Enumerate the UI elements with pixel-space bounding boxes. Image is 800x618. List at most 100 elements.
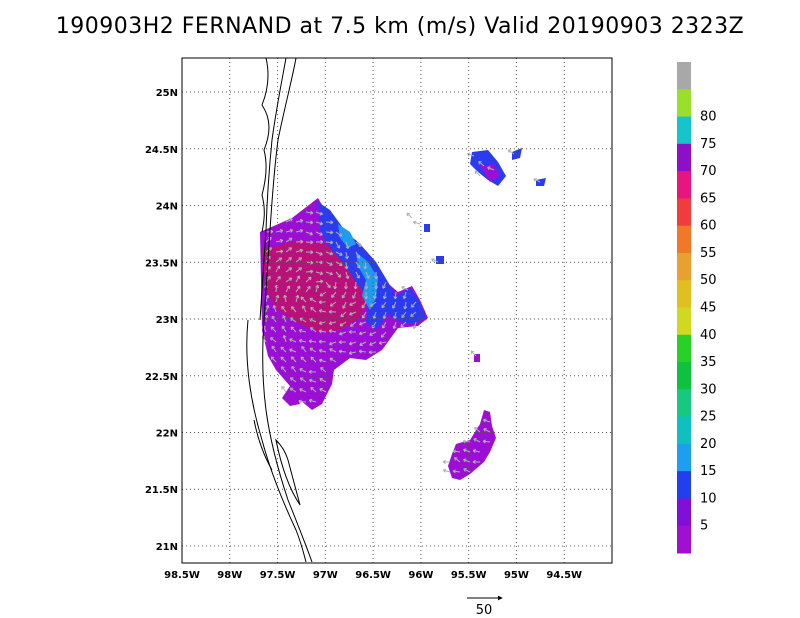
echo-cell-se <box>448 410 496 480</box>
wind-vector <box>401 286 409 291</box>
wind-vector <box>305 260 314 265</box>
wind-vector <box>265 294 270 303</box>
wind-vector <box>329 341 337 346</box>
lon-tick-label: 97.5W <box>260 570 296 581</box>
colorbar-label: 65 <box>700 191 717 206</box>
colorbar-swatch <box>677 471 691 499</box>
wind-vector <box>275 275 281 283</box>
wind-vector <box>282 334 287 343</box>
wind-vector <box>291 365 297 373</box>
wind-vector <box>348 341 357 346</box>
wind-vector <box>285 247 293 253</box>
wind-vector <box>342 301 347 309</box>
wind-vector <box>325 230 334 235</box>
wind-vector <box>291 306 297 313</box>
wind-vector <box>295 228 304 233</box>
wind-vector <box>353 281 358 290</box>
wind-vector <box>452 469 461 474</box>
wind-vector <box>400 321 407 328</box>
wind-vector <box>281 325 287 333</box>
colorbar-swatch <box>677 389 691 418</box>
reference-vector: 50 <box>467 595 503 618</box>
wind-vector <box>382 291 387 300</box>
colorbar-label: 60 <box>700 219 717 234</box>
colorbar-label: 35 <box>700 355 717 370</box>
wind-vector <box>507 149 515 155</box>
wind-vector <box>325 220 334 225</box>
wind-vector <box>482 439 491 444</box>
echo-cell <box>424 224 430 232</box>
wind-vector <box>295 294 300 303</box>
wind-vector <box>305 250 314 255</box>
colorbar-swatch <box>677 225 691 254</box>
wind-vector <box>308 369 317 374</box>
wind-vector <box>392 301 397 309</box>
colorbar-swatch <box>677 334 691 363</box>
wind-vector <box>285 267 293 273</box>
lon-tick-label: 94.5W <box>546 570 582 581</box>
wind-vector <box>359 341 367 346</box>
wind-vector <box>325 240 334 245</box>
wind-vector <box>315 251 323 256</box>
wind-vector <box>275 249 284 254</box>
wind-vector <box>483 428 491 433</box>
wind-vector <box>325 261 333 266</box>
wind-vector <box>339 321 347 327</box>
colorbar-label: 80 <box>700 110 717 125</box>
wind-vector <box>280 366 287 373</box>
wind-vector <box>350 321 357 327</box>
wind-vector <box>374 281 379 290</box>
wind-vector <box>275 294 280 303</box>
wind-vector <box>319 291 327 297</box>
wind-vector <box>335 261 343 267</box>
wind-vector <box>410 301 417 308</box>
wind-vector <box>463 458 471 463</box>
echo-cell <box>282 394 300 406</box>
lon-tick-label: 98.5W <box>164 570 200 581</box>
wind-vector <box>442 459 451 464</box>
wind-vector <box>345 241 350 250</box>
wind-vector <box>295 275 301 283</box>
wind-vector <box>319 377 327 383</box>
wind-vector <box>406 212 413 219</box>
wind-vector <box>299 377 307 383</box>
wind-vector <box>299 368 307 373</box>
wind-vector <box>335 241 341 249</box>
wind-vector <box>290 326 297 333</box>
wind-vector <box>298 399 307 404</box>
colorbar-label: 30 <box>700 382 717 397</box>
wind-vector <box>290 356 297 363</box>
wind-vector <box>270 356 277 363</box>
wind-vector <box>300 296 307 303</box>
coastline <box>246 57 313 563</box>
wind-vector <box>315 211 323 216</box>
wind-vector <box>298 338 307 343</box>
wind-vector <box>372 311 377 320</box>
reference-vector-label: 50 <box>476 603 493 618</box>
wind-vector <box>470 350 477 357</box>
wind-vector <box>315 284 320 293</box>
wind-vector <box>295 285 301 293</box>
wind-vector <box>315 271 324 276</box>
wind-vector <box>393 311 397 320</box>
wind-vector <box>298 328 307 333</box>
wind-vector <box>403 301 408 310</box>
colorbar-swatch <box>677 252 691 281</box>
wind-vector <box>393 291 398 300</box>
wind-vector <box>380 331 387 338</box>
wind-vector <box>344 261 349 270</box>
wind-vector <box>472 448 481 453</box>
wind-vector <box>309 297 317 303</box>
wind-vector <box>318 308 327 313</box>
wind-vector <box>295 239 304 244</box>
wind-vector <box>270 337 277 343</box>
wind-vector <box>295 248 304 253</box>
wind-vector <box>412 321 417 330</box>
wind-vector <box>335 271 342 278</box>
wind-vector <box>345 271 350 280</box>
wind-vector <box>280 356 287 363</box>
echo-cell-ne-core <box>480 164 500 182</box>
wind-vector <box>463 448 471 453</box>
wind-vector <box>339 331 347 336</box>
